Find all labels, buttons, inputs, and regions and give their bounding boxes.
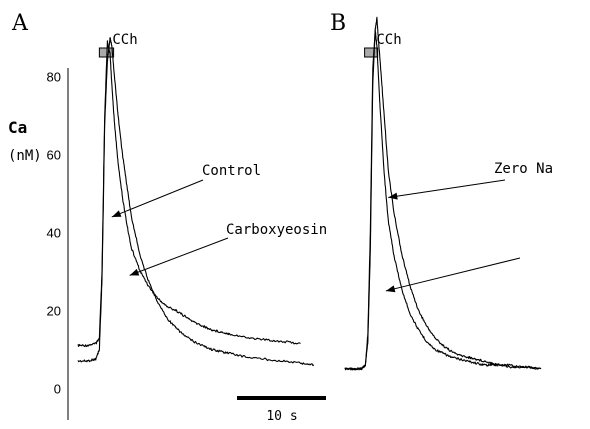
panel-b-trace-1	[344, 16, 542, 371]
panel-b-stimulus-bar	[364, 47, 379, 58]
y-axis-unit: (nM)	[8, 148, 42, 164]
panel-a-trace-2	[77, 37, 315, 367]
annotation-control: Control	[202, 163, 261, 179]
panel-b-trace-2	[344, 29, 542, 371]
y-tick-label-40: 40	[47, 226, 61, 241]
annotation-carboxyeosin: Carboxyeosin	[226, 222, 327, 238]
annotation-carboxyeosin-arrow	[129, 237, 229, 276]
annotation-zero-na-arrow	[388, 179, 506, 198]
annotation-zero-na-arrowhead	[388, 192, 398, 200]
y-axis-title: Ca	[8, 118, 27, 137]
panel-b-traces	[344, 16, 542, 371]
panel-b-second-arrowhead	[385, 285, 396, 293]
y-tick-label-20: 20	[47, 303, 61, 318]
panel-a-stimulus-label: CCh	[112, 32, 137, 48]
panel-b-letter: B	[330, 11, 346, 36]
panel-a-letter: A	[11, 11, 29, 36]
panel-b-second-arrow	[385, 257, 521, 292]
y-tick-labels: 0 20 40 60 80	[47, 70, 61, 397]
annotation-zero-na: Zero Na	[494, 161, 553, 177]
annotation-control-arrow	[111, 179, 204, 218]
annotation-control-arrowhead	[111, 210, 122, 217]
panel-a-trace-1	[77, 40, 301, 348]
y-tick-label-60: 60	[47, 148, 61, 163]
annotation-carboxyeosin-arrowhead	[129, 268, 140, 276]
y-tick-label-80: 80	[47, 70, 61, 85]
y-tick-label-0: 0	[54, 381, 61, 396]
panel-b-stimulus-label: CCh	[376, 32, 401, 48]
panel-a-traces	[77, 37, 315, 367]
time-scale-label: 10 s	[266, 409, 297, 424]
